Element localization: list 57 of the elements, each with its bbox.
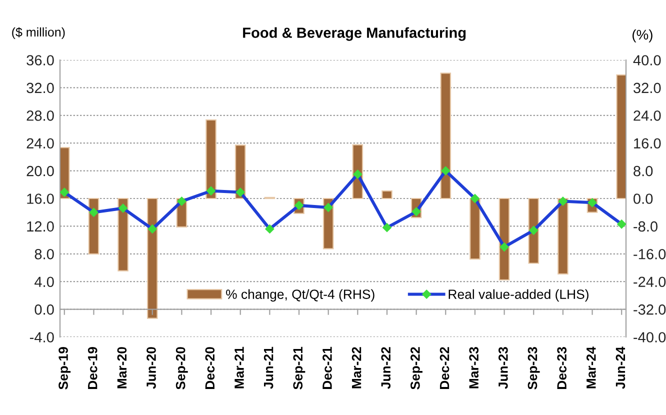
bar	[470, 198, 480, 260]
bar	[558, 198, 568, 275]
x-tick-label: Sep-20	[176, 347, 188, 390]
y-tick-label: 16.0	[27, 194, 54, 204]
x-tick-label: Dec-21	[322, 346, 332, 389]
y-tick-label: 4.0	[34, 276, 54, 288]
y2-tick-label: -32.0	[634, 304, 666, 315]
bar	[616, 74, 626, 200]
x-tick-label: Jun-20	[146, 347, 156, 389]
x-tick-label: Dec-20	[205, 347, 215, 389]
bar	[146, 198, 158, 319]
legend-label: % change, Qt/Qt-4 (RHS)	[226, 289, 374, 302]
y2-tick-label: -40.0	[634, 332, 666, 342]
y2-tick-label: -16.0	[634, 249, 666, 260]
x-tick-label: Mar-23	[469, 347, 479, 388]
bar	[206, 119, 216, 200]
x-tick-label: Mar-24	[586, 346, 596, 388]
x-tick-label: Dec-23	[557, 347, 567, 389]
y-tick-label: -4.0	[30, 332, 54, 342]
legend-label: Real value-added (LHS)	[448, 289, 588, 302]
y-tick-label: 32.0	[26, 82, 54, 94]
y2-axis-title: (%)	[632, 29, 652, 42]
bar	[440, 72, 452, 200]
y-tick-label: 20.0	[26, 166, 54, 176]
chart-title: Food & Beverage Manufacturing	[243, 27, 466, 41]
x-tick-label: Sep-19	[58, 347, 71, 390]
bar	[498, 198, 510, 280]
y2-tick-label: 8.0	[634, 166, 653, 176]
y2-tick-label: 40.0	[633, 55, 661, 66]
y-tick-label: 24.0	[26, 138, 54, 149]
y2-tick-label: 16.0	[634, 138, 661, 149]
y-tick-label: 12.0	[27, 221, 54, 232]
y2-tick-label: -24.0	[634, 276, 666, 288]
bar	[528, 198, 540, 264]
x-tick-label: Sep-22	[410, 347, 422, 390]
x-tick-label: Jun-21	[264, 346, 274, 389]
y-axis-title: ($ million)	[12, 27, 65, 40]
y-tick-label: 28.0	[26, 110, 54, 121]
x-tick-label: Dec-22	[440, 347, 450, 389]
x-tick-label: Jun-23	[498, 347, 508, 389]
bar	[382, 190, 392, 200]
bar	[118, 198, 128, 272]
y-tick-label: 0.0	[34, 304, 54, 315]
y-tick-label: 36.0	[26, 55, 54, 66]
x-tick-label: Mar-20	[117, 347, 127, 388]
x-tick-label: Mar-21	[234, 346, 244, 388]
x-tick-label: Jun-24	[616, 346, 626, 389]
x-tick-label: Sep-21	[293, 346, 306, 390]
y2-tick-label: 24.0	[634, 110, 661, 121]
y2-tick-label: 32.0	[634, 82, 661, 94]
x-tick-label: Sep-23	[528, 347, 540, 390]
x-tick-label: Mar-22	[352, 347, 362, 388]
y2-tick-label: 0.0	[634, 194, 653, 204]
y2-tick-label: -8.0	[634, 221, 658, 232]
x-tick-label: Jun-22	[381, 347, 391, 389]
y-tick-label: 8.0	[34, 249, 54, 260]
x-tick-label: Dec-19	[88, 347, 98, 389]
